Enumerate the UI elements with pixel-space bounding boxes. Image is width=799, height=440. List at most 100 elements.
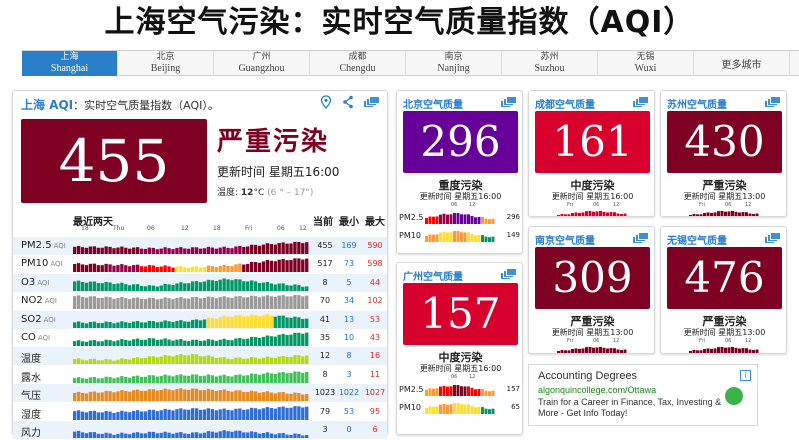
- history-bar: [183, 433, 187, 438]
- history-bar: [297, 393, 301, 402]
- stack-icon[interactable]: [363, 96, 380, 108]
- ad-box[interactable]: Accounting Degrees algonquincollege.com/…: [528, 364, 758, 426]
- history-bar: [206, 355, 211, 365]
- city-card-chengdu[interactable]: 成都空气质量 161 中度污染 更新时间 星期五16:00 Fri 06 12: [528, 90, 655, 217]
- city-card-suzhou[interactable]: 苏州空气质量 430 严重污染 更新时间 星期五13:00 Fri 06 12: [660, 90, 787, 217]
- city-card-title[interactable]: 南京空气质量: [535, 236, 595, 247]
- history-bar: [191, 407, 195, 420]
- history-bar: [76, 376, 81, 383]
- history-bar: [159, 298, 163, 310]
- history-bar: [112, 283, 116, 291]
- city-card-title[interactable]: 苏州空气质量: [667, 100, 727, 111]
- history-bar: [104, 296, 108, 310]
- history-bar: [96, 341, 100, 346]
- city-tab-5[interactable]: 苏州 Suzhou: [502, 51, 598, 76]
- stack-icon[interactable]: [500, 96, 517, 108]
- history-bar: [206, 279, 211, 291]
- ad-title[interactable]: Accounting Degrees: [538, 370, 638, 382]
- history-bar: [692, 213, 696, 216]
- history-bar: [116, 377, 120, 383]
- history-bar: [132, 284, 136, 291]
- city-card-wuxi[interactable]: 无锡空气质量 476 严重污染 更新时间 星期五13:00 Fri 06 12: [660, 226, 787, 354]
- history-bar: [689, 215, 692, 216]
- history-bar: [230, 391, 234, 402]
- city-tab-2[interactable]: 广州 Guangzhou: [214, 51, 310, 76]
- mini-tick: Fri: [567, 202, 573, 208]
- history-bar: [253, 357, 258, 365]
- ad-url[interactable]: algonquincollege.com/Ottawa: [538, 385, 657, 395]
- history-bar: [265, 243, 270, 254]
- history-bar: [293, 284, 297, 291]
- city-card-title[interactable]: 广州空气质量: [403, 272, 463, 283]
- row-min: 5: [346, 277, 352, 287]
- pollutant-row[interactable]: 风力 3 0 6: [13, 421, 387, 439]
- mini-pollutant-row[interactable]: PM2.5 296: [397, 211, 522, 225]
- city-tab-3[interactable]: 成都 Chengdu: [310, 51, 406, 76]
- history-bar: [179, 282, 183, 291]
- history-bar: [108, 411, 112, 420]
- city-card-beijing[interactable]: 北京空气质量 296 重度污染 更新时间 星期五16:00 06 12 PM2.5 296 PM…: [396, 90, 523, 254]
- history-bar: [230, 409, 234, 420]
- pollutant-row[interactable]: 温度 12 8 16: [13, 347, 387, 366]
- history-bar: [446, 404, 449, 414]
- row-label: 风力: [21, 424, 41, 439]
- pollutant-row[interactable]: NO2 AQI 70 34 102: [13, 292, 387, 310]
- share-icon[interactable]: [341, 95, 355, 109]
- history-bar: [592, 347, 595, 353]
- history-bar: [293, 295, 297, 310]
- pollutant-row[interactable]: 气压 1023 1022 1027: [13, 384, 387, 403]
- city-card-title[interactable]: 成都空气质量: [535, 100, 595, 111]
- pollutant-row[interactable]: PM10 AQI 517 73 598: [13, 255, 387, 273]
- history-bar: [460, 232, 463, 242]
- city-aqi-link[interactable]: 上海 AQI: [21, 98, 74, 112]
- mini-pollutant-row[interactable]: PM2.5 157: [397, 383, 522, 397]
- pollutant-row[interactable]: CO AQI 35 10 43: [13, 329, 387, 347]
- pollutant-row[interactable]: SO2 AQI 41 13 53: [13, 310, 387, 329]
- history-bar: [752, 350, 755, 353]
- city-card-title[interactable]: 无锡空气质量: [667, 236, 727, 247]
- history-bar: [425, 218, 428, 224]
- history-bar: [143, 339, 148, 346]
- history-bar: [222, 374, 226, 383]
- history-bar: [724, 347, 727, 353]
- pollutant-row[interactable]: 露水 8 3 11: [13, 366, 387, 384]
- history-bar: [187, 375, 191, 383]
- history-bar: [301, 243, 305, 254]
- ad-go-icon[interactable]: [725, 387, 743, 405]
- row-unit: AQI: [37, 278, 50, 287]
- stack-icon[interactable]: [500, 268, 517, 280]
- city-card-guangzhou[interactable]: 广州空气质量 157 中度污染 更新时间 星期五16:00 06 12 PM2.5 157 PM…: [396, 262, 523, 435]
- city-tab-7[interactable]: 更多城市: [694, 51, 790, 76]
- row-min: 3: [346, 369, 352, 379]
- history-bar: [588, 346, 592, 353]
- city-tab-1[interactable]: 北京 Beijing: [118, 51, 214, 76]
- history-bar: [202, 390, 207, 402]
- city-card-nanjing[interactable]: 南京空气质量 309 严重污染 更新时间 星期五13:00 Fri 06 12: [528, 226, 655, 354]
- stack-icon[interactable]: [764, 96, 781, 108]
- city-tab-6[interactable]: 无锡 Wuxi: [598, 51, 694, 76]
- history-bar: [250, 280, 254, 291]
- history-bar: [143, 390, 148, 402]
- stack-icon[interactable]: [632, 232, 649, 244]
- city-card-title[interactable]: 北京空气质量: [403, 100, 463, 111]
- history-bar: [218, 247, 222, 254]
- ad-info-icon[interactable]: i: [740, 370, 751, 381]
- history-bar: [191, 388, 195, 402]
- city-tab-4[interactable]: 南京 Nanjing: [406, 51, 502, 76]
- history-bar: [135, 338, 140, 346]
- location-pin-icon[interactable]: [319, 95, 333, 109]
- pollutant-row[interactable]: O3 AQI 8 5 44: [13, 273, 387, 292]
- stack-icon[interactable]: [632, 96, 649, 108]
- history-bar: [175, 408, 179, 420]
- city-tab-0[interactable]: 上海 Shanghai: [22, 51, 118, 76]
- mini-pollutant-row[interactable]: PM10 65: [397, 401, 522, 415]
- history-bar: [734, 347, 738, 353]
- history-bar: [206, 389, 211, 402]
- stack-icon[interactable]: [764, 232, 781, 244]
- history-bar: [238, 374, 242, 383]
- mini-pollutant-row[interactable]: PM10 149: [397, 229, 522, 243]
- history-bar: [104, 246, 108, 254]
- pollutant-row[interactable]: 湿度 79 53 95: [13, 403, 387, 421]
- history-bar: [435, 406, 439, 414]
- pollutant-row[interactable]: PM2.5 AQI 455 169 590: [13, 237, 387, 255]
